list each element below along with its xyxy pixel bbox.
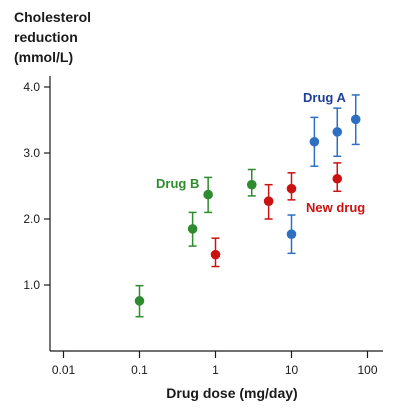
data-point <box>332 173 343 184</box>
y-axis-title-line-1: Cholesterol <box>14 9 91 25</box>
data-point <box>332 127 343 137</box>
y-tick-label: 1.0 <box>23 278 40 292</box>
series-drug-a <box>286 94 361 255</box>
x-tick-label: 10 <box>285 363 299 377</box>
data-point <box>187 224 198 234</box>
data-point <box>286 229 297 239</box>
data-point <box>210 249 221 260</box>
data-point <box>246 179 257 190</box>
y-tick-label: 4.0 <box>23 80 40 94</box>
y-axis-ticks: 1.0 2.0 3.0 4.0 <box>23 80 50 292</box>
data-point <box>309 136 320 147</box>
series-label-new-drug: New drug <box>306 200 365 215</box>
y-axis-title-line-2: reduction <box>14 29 78 45</box>
x-tick-label: 100 <box>357 363 377 377</box>
data-marks <box>134 94 361 318</box>
x-tick-label: 0.1 <box>131 363 148 377</box>
data-point <box>134 296 145 306</box>
data-point <box>286 183 297 194</box>
y-axis-title-line-3: (mmol/L) <box>14 49 73 65</box>
series-label-drug-b: Drug B <box>156 176 199 191</box>
x-axis-ticks: 0.01 0.1 1 10 100 <box>52 351 378 377</box>
y-tick-label: 3.0 <box>23 146 40 160</box>
series-new-drug <box>210 162 343 268</box>
y-tick-label: 2.0 <box>23 212 40 226</box>
x-tick-label: 1 <box>212 363 219 377</box>
series-label-drug-a: Drug A <box>303 90 346 105</box>
x-tick-label: 0.01 <box>52 363 76 377</box>
data-point <box>350 114 361 125</box>
x-axis-title: Drug dose (mg/day) <box>166 385 297 401</box>
series-drug-b <box>134 168 257 318</box>
y-axis-title: Cholesterol reduction (mmol/L) <box>14 9 91 65</box>
data-point <box>203 189 213 200</box>
data-point <box>263 196 274 206</box>
